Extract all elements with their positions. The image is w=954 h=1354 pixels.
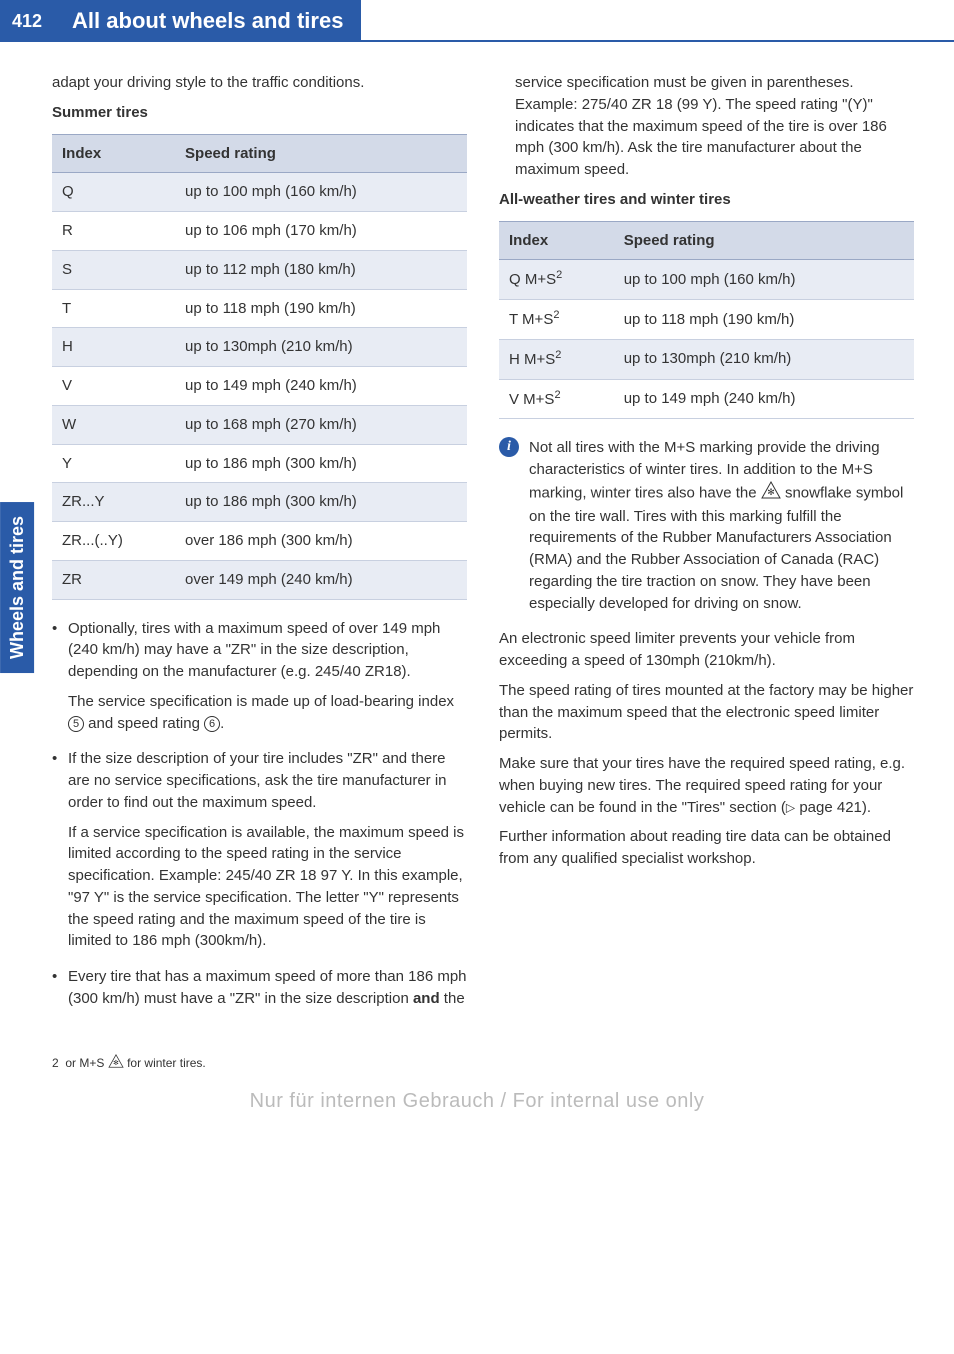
- table-row: Vup to 149 mph (240 km/h): [52, 367, 467, 406]
- cell-index: H M+S2: [499, 339, 614, 379]
- table-row: Hup to 130mph (210 km/h): [52, 328, 467, 367]
- cell-rating: up to 130mph (210 km/h): [175, 328, 467, 367]
- body-text: Make sure that your tires have the requi…: [499, 753, 914, 818]
- table-row: Qup to 100 mph (160 km/h): [52, 173, 467, 212]
- cell-rating: up to 168 mph (270 km/h): [175, 405, 467, 444]
- cell-rating: up to 186 mph (300 km/h): [175, 483, 467, 522]
- footnote: 2 or M+S ✻ for winter tires.: [0, 1044, 954, 1073]
- page-title: All about wheels and tires: [54, 0, 361, 42]
- list-item: If the size description of your tire inc…: [52, 748, 467, 952]
- cell-index: V: [52, 367, 175, 406]
- cell-rating: up to 100 mph (160 km/h): [614, 260, 914, 300]
- cell-index: ZR: [52, 560, 175, 599]
- cell-index: T: [52, 289, 175, 328]
- info-text: Not all tires with the M+S marking provi…: [529, 437, 914, 614]
- snowflake-icon: ✻: [761, 481, 781, 506]
- cell-index: T M+S2: [499, 300, 614, 340]
- bullet-list: Optionally, tires with a maximum speed o…: [52, 618, 467, 1010]
- snowflake-icon: ✻: [108, 1054, 124, 1073]
- bullet-text: Optionally, tires with a maximum speed o…: [68, 620, 440, 681]
- info-note: i Not all tires with the M+S marking pro…: [499, 437, 914, 614]
- cell-index: Y: [52, 444, 175, 483]
- th-rating: Speed rating: [175, 134, 467, 173]
- th-index: Index: [499, 221, 614, 260]
- table-row: H M+S2up to 130mph (210 km/h): [499, 339, 914, 379]
- summer-tires-heading: Summer tires: [52, 102, 467, 124]
- header-rule: [361, 0, 954, 42]
- cell-rating: up to 112 mph (180 km/h): [175, 250, 467, 289]
- body-text: The speed rating of tires mounted at the…: [499, 680, 914, 745]
- cell-index: H: [52, 328, 175, 367]
- cell-rating: up to 100 mph (160 km/h): [175, 173, 467, 212]
- table-row: Rup to 106 mph (170 km/h): [52, 212, 467, 251]
- cell-index: Q M+S2: [499, 260, 614, 300]
- bullet-subtext: The service specification is made up of …: [68, 691, 467, 735]
- bullet-subtext: If a service specification is available,…: [68, 822, 467, 953]
- table-header-row: Index Speed rating: [52, 134, 467, 173]
- table-row: Sup to 112 mph (180 km/h): [52, 250, 467, 289]
- cell-rating: up to 118 mph (190 km/h): [175, 289, 467, 328]
- cell-rating: up to 149 mph (240 km/h): [175, 367, 467, 406]
- table-row: T M+S2up to 118 mph (190 km/h): [499, 300, 914, 340]
- cell-index: R: [52, 212, 175, 251]
- body-text: An electronic speed limiter prevents you…: [499, 628, 914, 672]
- cell-rating: up to 149 mph (240 km/h): [614, 379, 914, 419]
- cell-rating: up to 130mph (210 km/h): [614, 339, 914, 379]
- cell-rating: over 186 mph (300 km/h): [175, 522, 467, 561]
- watermark-text: Nur für internen Gebrauch / For internal…: [0, 1073, 954, 1126]
- table-row: Tup to 118 mph (190 km/h): [52, 289, 467, 328]
- left-column: adapt your driving style to the traffic …: [52, 72, 467, 1024]
- table-row: ZR...Yup to 186 mph (300 km/h): [52, 483, 467, 522]
- winter-tires-heading: All-weather tires and winter tires: [499, 189, 914, 211]
- page-header: 412 All about wheels and tires: [0, 0, 954, 42]
- table-row: ZRover 149 mph (240 km/h): [52, 560, 467, 599]
- page-number: 412: [0, 0, 54, 42]
- continuation-text: service specification must be given in p…: [499, 72, 914, 181]
- circled-number-icon: 5: [68, 716, 84, 732]
- svg-text:✻: ✻: [767, 487, 775, 497]
- cell-rating: up to 118 mph (190 km/h): [614, 300, 914, 340]
- intro-text: adapt your driving style to the traffic …: [52, 72, 467, 94]
- cell-index: ZR...(..Y): [52, 522, 175, 561]
- table-row: ZR...(..Y)over 186 mph (300 km/h): [52, 522, 467, 561]
- side-tab-label: Wheels and tires: [0, 502, 34, 673]
- cell-rating: up to 106 mph (170 km/h): [175, 212, 467, 251]
- list-item: Every tire that has a maximum speed of m…: [52, 966, 467, 1010]
- cell-index: Q: [52, 173, 175, 212]
- summer-speed-table: Index Speed rating Qup to 100 mph (160 k…: [52, 134, 467, 600]
- cell-rating: up to 186 mph (300 km/h): [175, 444, 467, 483]
- cell-index: W: [52, 405, 175, 444]
- body-text: Further information about reading tire d…: [499, 826, 914, 870]
- cell-index: S: [52, 250, 175, 289]
- list-item: Optionally, tires with a maximum speed o…: [52, 618, 467, 735]
- table-header-row: Index Speed rating: [499, 221, 914, 260]
- cell-index: ZR...Y: [52, 483, 175, 522]
- info-icon: i: [499, 437, 519, 457]
- svg-text:✻: ✻: [113, 1058, 119, 1066]
- right-column: service specification must be given in p…: [499, 72, 914, 1024]
- table-row: Wup to 168 mph (270 km/h): [52, 405, 467, 444]
- side-tab-container: Wheels and tires: [0, 72, 32, 1024]
- bullet-text: If the size description of your tire inc…: [68, 750, 447, 811]
- page-ref-icon: ▷: [786, 800, 795, 814]
- th-index: Index: [52, 134, 175, 173]
- table-row: Yup to 186 mph (300 km/h): [52, 444, 467, 483]
- cell-rating: over 149 mph (240 km/h): [175, 560, 467, 599]
- th-rating: Speed rating: [614, 221, 914, 260]
- table-row: V M+S2up to 149 mph (240 km/h): [499, 379, 914, 419]
- circled-number-icon: 6: [204, 716, 220, 732]
- winter-speed-table: Index Speed rating Q M+S2up to 100 mph (…: [499, 221, 914, 420]
- cell-index: V M+S2: [499, 379, 614, 419]
- table-row: Q M+S2up to 100 mph (160 km/h): [499, 260, 914, 300]
